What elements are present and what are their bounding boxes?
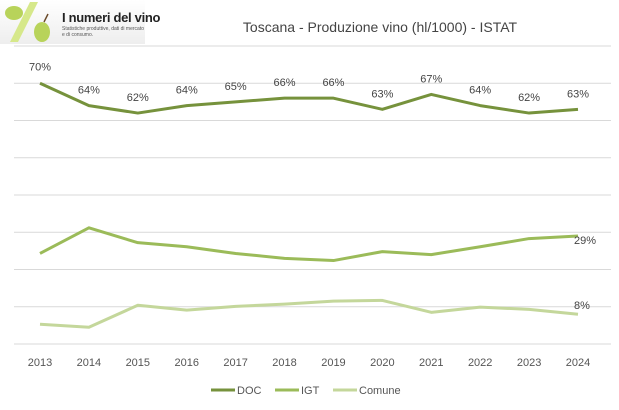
x-tick-label: 2015 (126, 357, 150, 369)
logo-subtitle: Statistiche produttive, dati di mercato … (62, 26, 144, 38)
x-tick-label: 2022 (468, 357, 492, 369)
legend-label: Comune (359, 385, 401, 397)
x-tick-label: 2024 (566, 357, 590, 369)
data-label: 64% (176, 85, 198, 97)
x-tick-label: 2017 (223, 357, 247, 369)
data-label: 63% (567, 88, 589, 100)
x-tick-label: 2023 (517, 357, 541, 369)
logo-title: I numeri del vino (62, 10, 161, 25)
series-line-doc (39, 81, 579, 115)
x-tick-label: 2016 (174, 357, 198, 369)
data-label: 62% (127, 92, 149, 104)
x-tick-label: 2020 (370, 357, 394, 369)
series-line-comune (39, 298, 579, 329)
data-label: 64% (78, 85, 100, 97)
logo: I numeri del vino Statistiche produttive… (0, 0, 161, 44)
legend-label: DOC (237, 385, 262, 397)
x-tick-label: 2013 (28, 357, 52, 369)
data-label: 63% (371, 88, 393, 100)
data-label: 66% (322, 77, 344, 89)
data-label: 29% (574, 235, 596, 247)
data-label: 64% (469, 85, 491, 97)
x-tick-label: 2021 (419, 357, 443, 369)
chart-title: Toscana - Produzione vino (hl/1000) - IS… (243, 19, 518, 35)
data-label: 8% (574, 300, 590, 312)
data-label: 70% (29, 61, 51, 73)
x-tick-label: 2014 (77, 357, 101, 369)
grape-percent-logo-icon (5, 2, 50, 42)
data-label: 62% (518, 92, 540, 104)
x-tick-label: 2019 (321, 357, 345, 369)
legend-label: IGT (301, 385, 320, 397)
series-line-igt (39, 226, 579, 263)
data-label: 66% (274, 77, 296, 89)
data-label: 65% (225, 81, 247, 93)
x-tick-label: 2018 (272, 357, 296, 369)
data-label: 67% (420, 73, 442, 85)
